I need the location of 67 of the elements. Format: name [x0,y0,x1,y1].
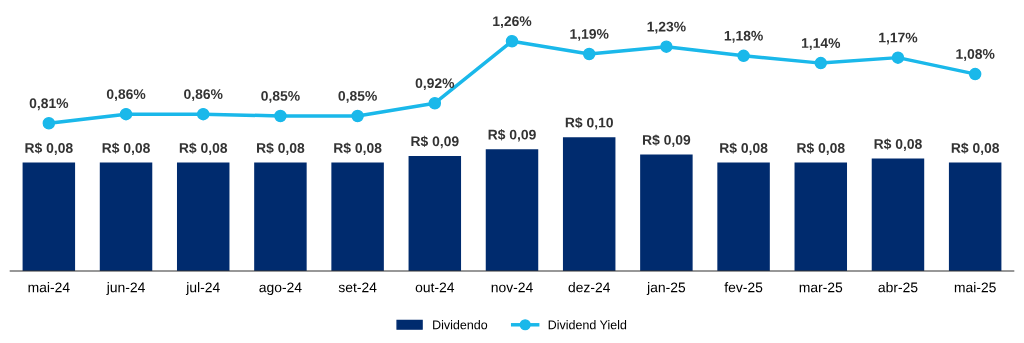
data-label: 1,18% [724,30,763,43]
data-label: R$ 0,08 [874,138,922,151]
x-tick-label: fev-25 [724,282,763,293]
data-label: R$ 0,10 [565,117,613,130]
data-label: 1,19% [570,29,609,41]
bar [871,158,925,271]
bar [562,137,616,271]
data-label: 1,23% [647,21,686,34]
data-label: 0,86% [184,89,223,102]
data-label: 1,17% [879,32,918,45]
bar [99,162,153,271]
data-label: 1,14% [801,38,841,50]
data-label: R$ 0,08 [179,142,228,155]
point [505,34,519,48]
data-label: R$ 0,08 [334,142,382,155]
bar [717,162,770,271]
x-tick-label: jun-24 [106,282,145,296]
point [42,117,56,130]
bar [485,149,539,271]
x-tick-label: jul-24 [185,282,220,296]
bar [794,162,848,271]
point [891,51,905,64]
x-tick-label: mar-25 [799,282,843,293]
data-label: R$ 0,09 [643,134,691,147]
bar [254,162,307,271]
bar [331,162,384,271]
point [582,47,596,61]
data-label: R$ 0,08 [257,142,305,155]
data-label: 0,81% [29,98,69,111]
x-tick-label: nov-24 [491,282,533,293]
data-label: 0,86% [106,89,146,102]
data-label: 1,08% [956,49,995,61]
data-label: R$ 0,09 [488,129,536,142]
x-tick-label: jan-25 [646,282,686,296]
point [119,107,133,121]
x-tick-label: mai-24 [28,282,70,293]
x-tick-label: mai-25 [954,282,996,293]
data-label: 1,26% [493,16,532,29]
legend-label: Dividend Yield [548,320,627,330]
point [814,56,828,70]
x-tick-label: dez-24 [568,282,611,293]
data-label: R$ 0,08 [25,142,73,155]
data-label: R$ 0,08 [797,142,845,155]
data-label: 0,85% [261,91,300,103]
data-label: R$ 0,08 [102,142,150,155]
data-label: R$ 0,08 [720,142,768,155]
point [737,49,750,63]
legend-label: Dividendo [433,320,488,330]
x-tick-label: set-24 [338,282,377,293]
x-tick-label: abr-25 [878,282,918,293]
x-tick-label: out-24 [415,282,455,293]
x-tick-label: ago-24 [259,282,302,296]
data-label: 0,92% [415,78,455,91]
point [274,109,287,123]
point [968,67,982,81]
point [196,107,210,121]
data-label: 0,85% [338,91,377,103]
point [428,96,442,110]
bar [176,162,230,271]
bar [22,162,76,271]
data-label: R$ 0,09 [411,135,459,149]
bar [948,162,1002,271]
point [660,40,673,53]
data-label: R$ 0,08 [951,142,1000,155]
bar [408,155,462,271]
bar [640,154,693,271]
point [351,109,364,123]
